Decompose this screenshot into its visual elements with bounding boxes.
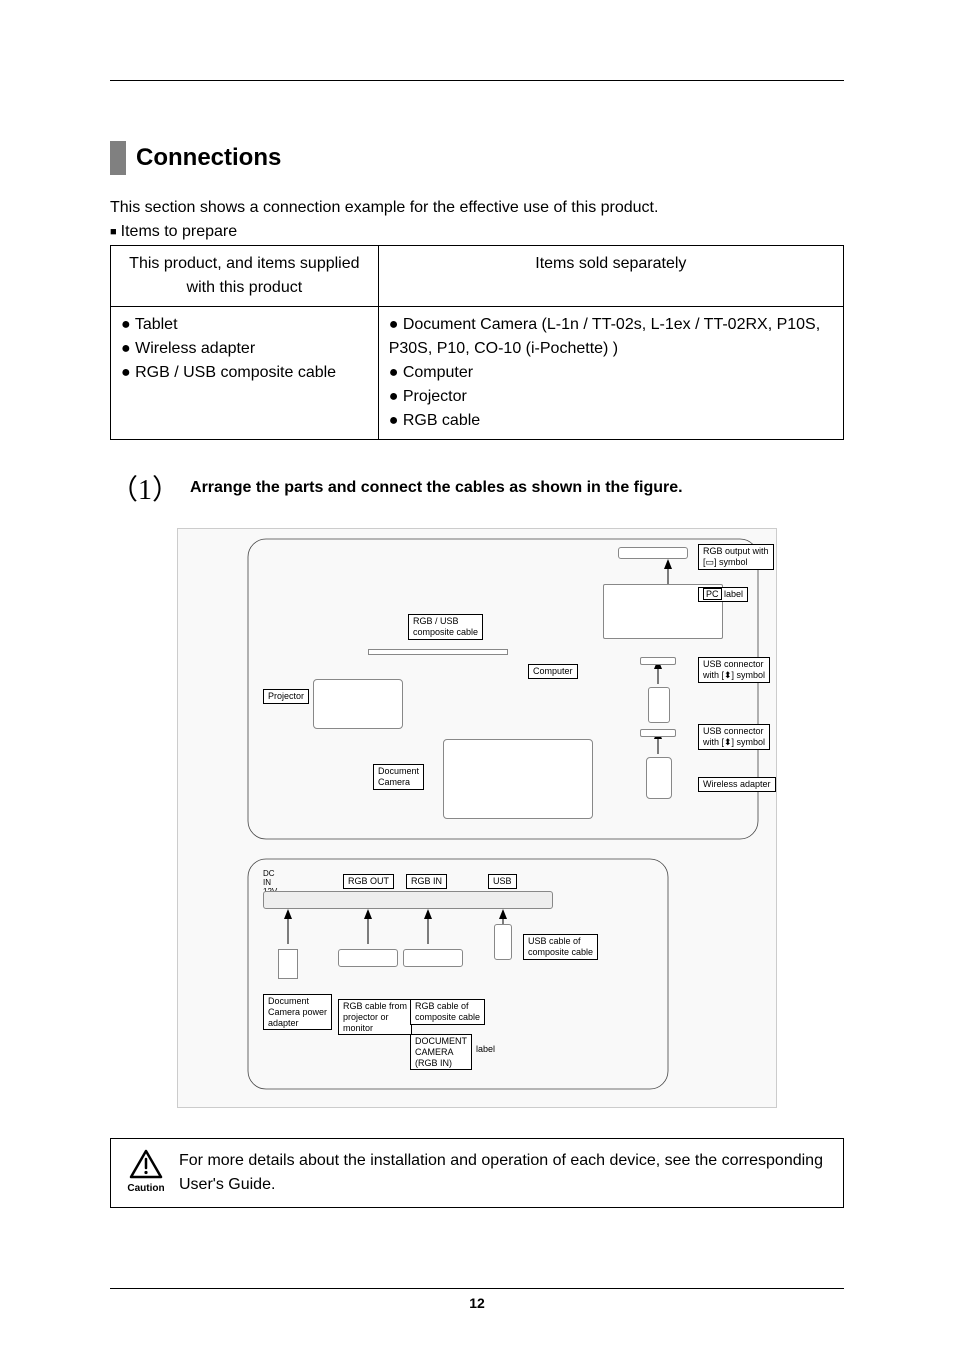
- label-wireless-adapter: Wireless adapter: [698, 777, 776, 792]
- dongle-icon-1: [648, 687, 670, 723]
- step-text: Arrange the parts and connect the cables…: [190, 479, 683, 497]
- caution-icon: [129, 1149, 163, 1179]
- power-plug-icon: [278, 949, 298, 979]
- page-footer: 12: [110, 1288, 844, 1311]
- step-row: （1） Arrange the parts and connect the ca…: [110, 468, 844, 508]
- label-usb-connector-1: USB connector with [⬍] symbol: [698, 657, 770, 683]
- heading-bar: [110, 141, 126, 175]
- caution-icon-wrap: Caution: [123, 1149, 169, 1196]
- document-camera-icon: [443, 739, 593, 819]
- usb-plug-icon-1: [640, 657, 676, 665]
- intro-text: This section shows a connection example …: [110, 199, 844, 217]
- items-label: ■Items to prepare: [110, 223, 844, 241]
- label-doc-cam-rgb-in: DOCUMENT CAMERA (RGB IN): [410, 1034, 472, 1070]
- label-document-camera: Document Camera: [373, 764, 424, 790]
- table-cell-left: ● Tablet ● Wireless adapter ● RGB / USB …: [111, 307, 379, 440]
- usb-plug-icon-2: [640, 729, 676, 737]
- section-heading: Connections: [110, 141, 844, 175]
- label-doc-cam-power: Document Camera power adapter: [263, 994, 332, 1030]
- connection-diagram: RGB output with [▭] symbol PC label RGB …: [177, 528, 777, 1108]
- caution-label: Caution: [123, 1181, 169, 1196]
- cable-icon: [368, 649, 508, 655]
- label-rgb-cable-from: RGB cable from projector or monitor: [338, 999, 412, 1035]
- heading-text: Connections: [136, 144, 281, 172]
- label-computer: Computer: [528, 664, 578, 679]
- label-rgb-in: RGB IN: [406, 874, 447, 889]
- table-header-left: This product, and items supplied with th…: [111, 246, 379, 307]
- usb-cable-plug-icon: [494, 924, 512, 960]
- projector-icon: [313, 679, 403, 729]
- label-projector: Projector: [263, 689, 309, 704]
- vga-plug-icon-2: [403, 949, 463, 967]
- wireless-adapter-icon: [646, 757, 672, 799]
- label-usb-connector-2: USB connector with [⬍] symbol: [698, 724, 770, 750]
- label-rgb-cable-of: RGB cable of composite cable: [410, 999, 485, 1025]
- caution-text: For more details about the installation …: [179, 1149, 831, 1197]
- label-usb: USB: [488, 874, 517, 889]
- label-rgb-out: RGB OUT: [343, 874, 394, 889]
- label-rgb-output: RGB output with [▭] symbol: [698, 544, 774, 570]
- label-rgb-usb-cable: RGB / USB composite cable: [408, 614, 483, 640]
- items-table: This product, and items supplied with th…: [110, 245, 844, 440]
- label-usb-cable-composite: USB cable of composite cable: [523, 934, 598, 960]
- square-bullet-icon: ■: [110, 226, 117, 238]
- table-header-right: Items sold separately: [378, 246, 843, 307]
- rgb-port-icon: [618, 547, 688, 559]
- step-number: （1）: [110, 468, 180, 508]
- table-cell-right: ● Document Camera (L-1n / TT-02s, L-1ex …: [378, 307, 843, 440]
- rear-panel-icon: [263, 891, 553, 909]
- vga-plug-icon-1: [338, 949, 398, 967]
- label-pc: PC label: [698, 587, 748, 602]
- top-rule: [110, 80, 844, 81]
- page-number: 12: [469, 1295, 485, 1311]
- label-word: label: [476, 1044, 495, 1054]
- caution-box: Caution For more details about the insta…: [110, 1138, 844, 1208]
